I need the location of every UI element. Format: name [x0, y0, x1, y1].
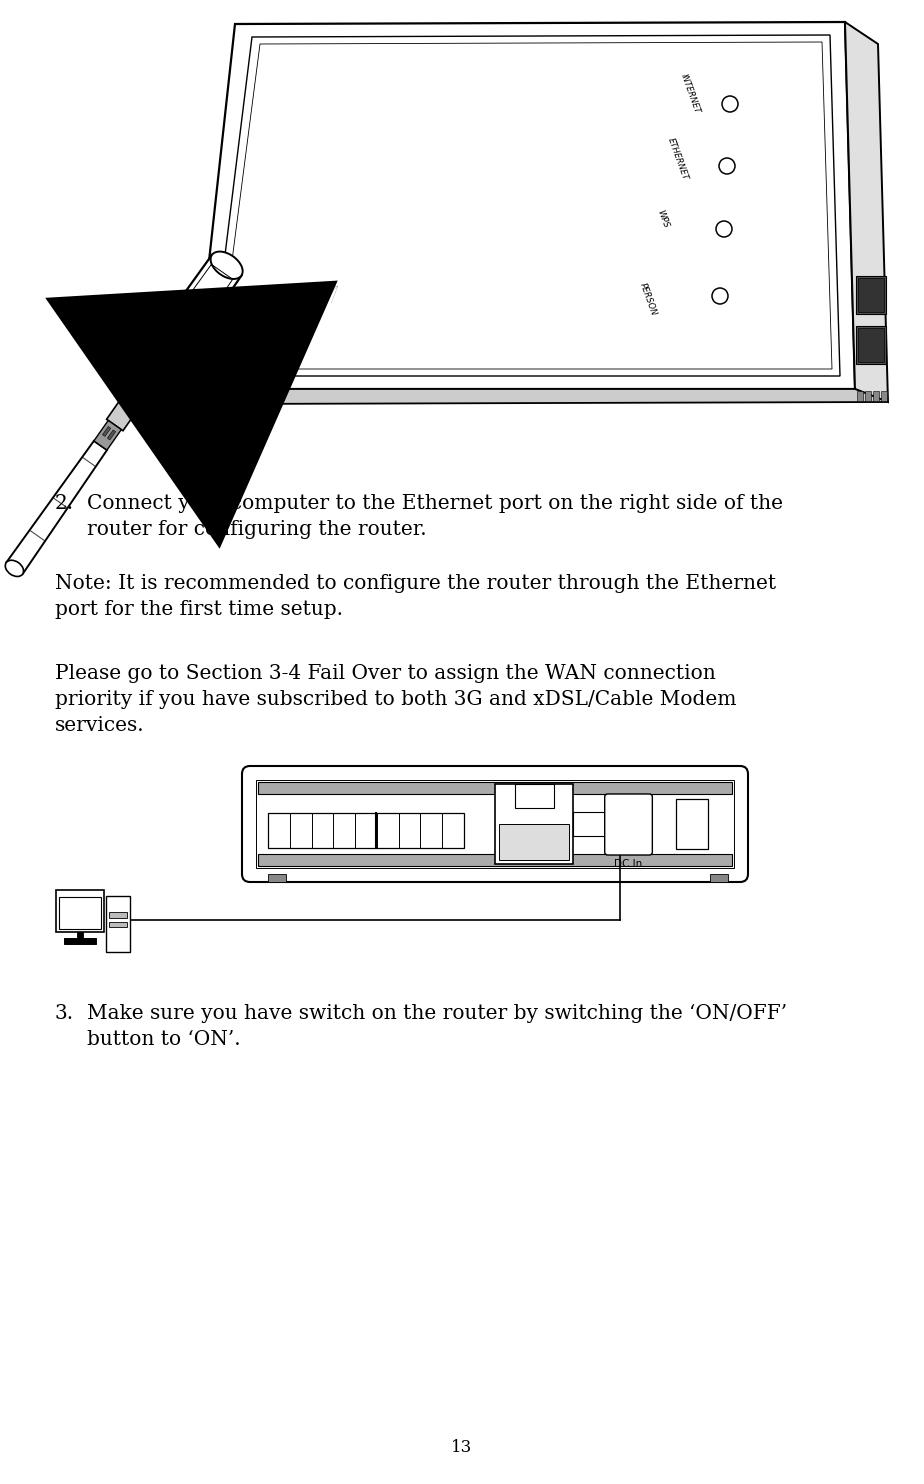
Bar [856, 326, 886, 364]
Text: INTERNET: INTERNET [678, 73, 701, 116]
Polygon shape [845, 22, 888, 402]
Bar [56, 890, 104, 932]
Text: ETHERNET: ETHERNET [666, 137, 690, 181]
Polygon shape [94, 420, 121, 450]
Bar [109, 923, 127, 928]
FancyBboxPatch shape [242, 766, 748, 881]
Text: Please go to Section 3-4 Fail Over to assign the WAN connection: Please go to Section 3-4 Fail Over to as… [55, 663, 716, 683]
Polygon shape [103, 426, 111, 436]
Text: PERSON: PERSON [638, 282, 658, 316]
FancyBboxPatch shape [604, 794, 652, 855]
Bar [865, 390, 871, 401]
Text: 2.: 2. [55, 494, 74, 513]
Bar [258, 853, 732, 867]
Text: DC In: DC In [614, 859, 643, 870]
Bar [710, 874, 728, 881]
Bar [858, 328, 884, 362]
Bar [856, 276, 886, 315]
Bar [881, 390, 887, 401]
Text: Make sure you have switch on the router by switching the ‘ON/OFF’: Make sure you have switch on the router … [87, 1005, 787, 1022]
Polygon shape [107, 430, 116, 439]
Text: priority if you have subscribed to both 3G and xDSL/Cable Modem: priority if you have subscribed to both … [55, 690, 736, 709]
Ellipse shape [211, 252, 243, 279]
Polygon shape [195, 22, 855, 389]
Bar [499, 824, 569, 861]
Ellipse shape [120, 378, 155, 407]
Bar [873, 390, 879, 401]
Bar [574, 812, 613, 835]
Bar [59, 896, 101, 929]
Text: port for the first time setup.: port for the first time setup. [55, 600, 343, 619]
Polygon shape [6, 441, 107, 574]
Text: Note: It is recommended to configure the router through the Ethernet: Note: It is recommended to configure the… [55, 574, 776, 594]
Text: Connect your computer to the Ethernet port on the right side of the: Connect your computer to the Ethernet po… [87, 494, 783, 513]
Bar [268, 874, 286, 881]
Bar [676, 798, 708, 849]
Text: 3.: 3. [55, 1005, 74, 1022]
Bar [858, 278, 884, 312]
Bar [64, 938, 96, 944]
Bar [106, 896, 130, 953]
Polygon shape [195, 389, 888, 404]
Bar [857, 390, 863, 401]
Bar [256, 781, 734, 868]
Text: services.: services. [55, 715, 145, 735]
Text: router for configuring the router.: router for configuring the router. [87, 519, 427, 539]
Bar [258, 782, 732, 794]
Ellipse shape [6, 561, 23, 576]
Bar [515, 784, 553, 807]
Bar [109, 913, 127, 919]
Bar [268, 813, 464, 847]
Polygon shape [121, 255, 241, 404]
Text: 13: 13 [452, 1439, 472, 1456]
Bar [77, 932, 83, 938]
Polygon shape [106, 386, 146, 430]
Text: WPS: WPS [656, 209, 671, 230]
Text: button to ‘ON’.: button to ‘ON’. [87, 1030, 240, 1049]
Bar [495, 784, 574, 864]
